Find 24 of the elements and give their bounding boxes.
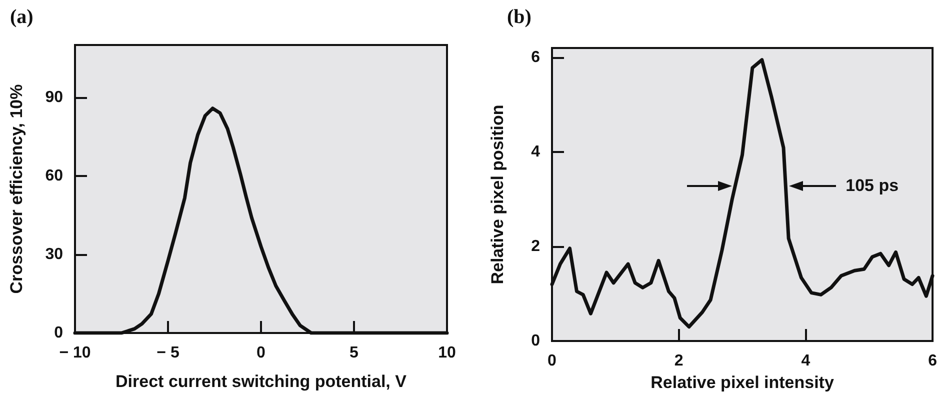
y-tick-label: 4 bbox=[531, 143, 540, 160]
x-tick-label: 6 bbox=[928, 352, 938, 370]
x-tick-label: 0 bbox=[548, 352, 557, 370]
chart-title: (a) bbox=[10, 6, 34, 28]
x-tick-label: − 10 bbox=[59, 344, 91, 362]
y-tick-label: 6 bbox=[531, 48, 540, 66]
y-tick-label: 0 bbox=[531, 332, 540, 350]
y-tick-label: 90 bbox=[45, 88, 64, 106]
y-tick-label: 0 bbox=[54, 324, 64, 342]
y-tick-label: 30 bbox=[45, 246, 64, 263]
x-axis-title: Direct current switching potential, V bbox=[116, 372, 408, 391]
x-tick-label: 10 bbox=[438, 344, 456, 362]
x-axis-title: Relative pixel intensity bbox=[650, 372, 834, 392]
y-tick-label: 2 bbox=[531, 238, 540, 255]
x-tick-label: 0 bbox=[256, 344, 266, 362]
chart-title: (b) bbox=[507, 6, 532, 28]
x-tick-label: 5 bbox=[350, 344, 359, 362]
x-tick-label: − 5 bbox=[156, 344, 180, 362]
x-tick-label: 4 bbox=[801, 352, 810, 370]
x-tick-label: 2 bbox=[674, 352, 684, 370]
annotation: 105 ps bbox=[846, 176, 899, 196]
y-tick-label: 60 bbox=[45, 167, 64, 184]
y-axis-title: Relative pixel position bbox=[488, 104, 507, 284]
y-axis-title: Crossover efficiency, 10% bbox=[7, 84, 26, 294]
